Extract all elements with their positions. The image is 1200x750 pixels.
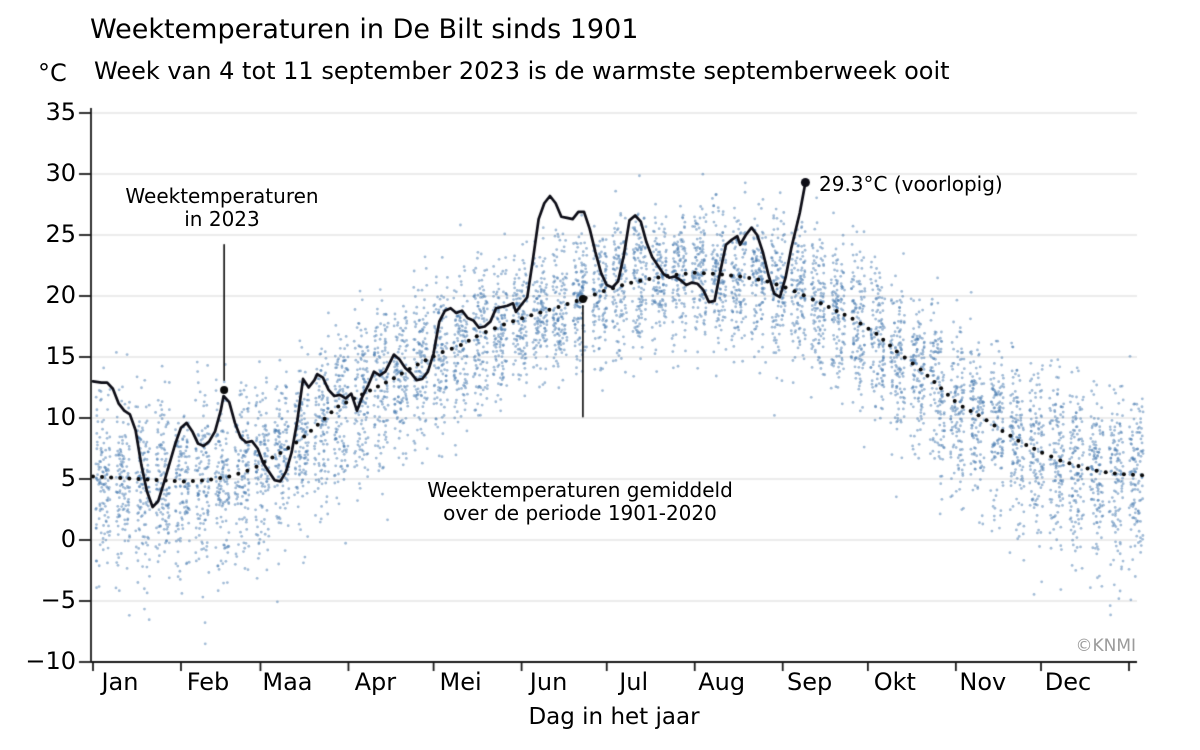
x-tick-label: Sep [787, 668, 833, 696]
y-tick-label: −5 [40, 586, 76, 614]
annotation-climatology-label: Weektemperaturen gemiddeld over de period… [427, 479, 733, 525]
x-tick-label: Mei [439, 668, 482, 696]
x-tick-label: Feb [186, 668, 230, 696]
x-tick-label: Jul [619, 668, 649, 696]
y-tick-label: 5 [60, 464, 76, 492]
y-tick-label: 35 [45, 98, 76, 126]
x-tick-label: Jan [101, 668, 139, 696]
x-tick-label: Aug [698, 668, 746, 696]
annotation-2023-line2: in 2023 [184, 207, 260, 231]
annotation-climatology-line2: over de periode 1901-2020 [443, 501, 717, 525]
x-tick-label: Dec [1044, 668, 1092, 696]
y-tick-label: 30 [45, 159, 76, 187]
y-tick-label: −10 [25, 647, 76, 675]
annotation-peak-label: 29.3°C (voorlopig) [819, 172, 1003, 196]
chart-subtitle: Week van 4 tot 11 september 2023 is de w… [94, 57, 950, 85]
x-tick-label: Maa [262, 668, 313, 696]
annotation-climatology-line1: Weektemperaturen gemiddeld [427, 478, 733, 502]
chart-title: Weektemperaturen in De Bilt sinds 1901 [90, 14, 639, 45]
annotation-2023-line1: Weektemperaturen [125, 184, 319, 208]
y-tick-label: 15 [45, 342, 76, 370]
x-tick-label: Jun [529, 668, 568, 696]
y-tick-label: 10 [45, 403, 76, 431]
y-tick-label: 20 [45, 281, 76, 309]
x-tick-label: Okt [873, 668, 916, 696]
y-tick-label: 25 [45, 220, 76, 248]
x-tick-label: Apr [354, 668, 397, 696]
y-tick-label: 0 [60, 525, 76, 553]
y-axis-unit-label: °C [38, 59, 67, 87]
annotation-2023-label: Weektemperaturen in 2023 [125, 185, 318, 231]
x-tick-label: Nov [959, 668, 1007, 696]
x-axis-title: Dag in het jaar [528, 704, 700, 730]
knmi-watermark: ©KNMI [1075, 636, 1136, 656]
